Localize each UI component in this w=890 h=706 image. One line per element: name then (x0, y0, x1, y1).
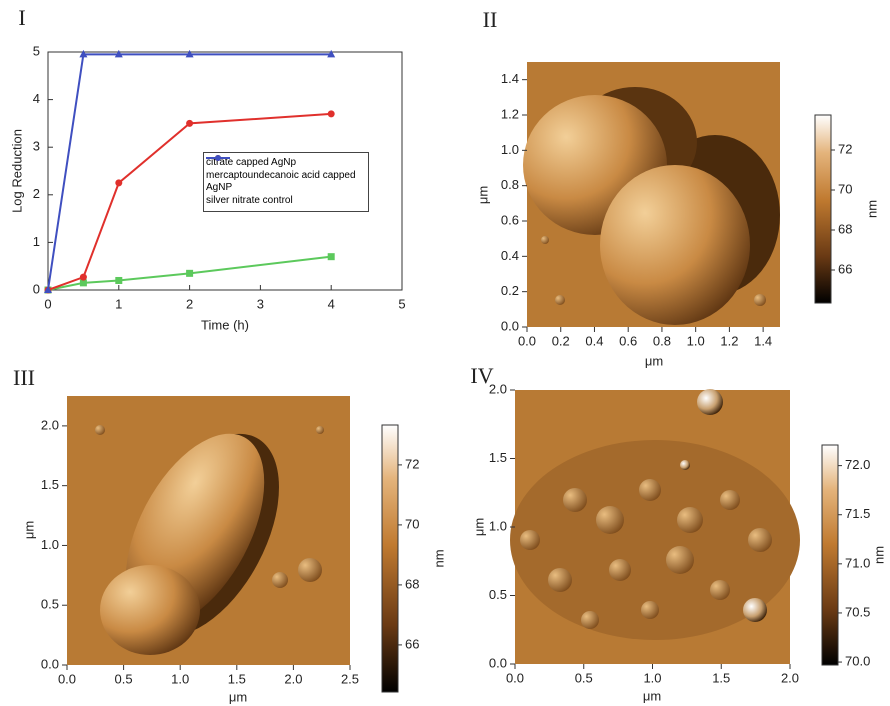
colorbar-tick-label: 72 (405, 456, 419, 471)
colorbar-tick-label: 70.0 (845, 653, 870, 668)
y-tick-label: 1.0 (489, 518, 507, 533)
x-axis-label: μm (645, 353, 663, 368)
x-tick-label: 1.5 (228, 671, 246, 686)
panel-label: I (18, 5, 25, 30)
x-tick-label: 0.0 (58, 671, 76, 686)
y-tick-label: 0.2 (501, 283, 519, 298)
point (186, 270, 193, 277)
y-tick-label: 1.0 (41, 537, 59, 552)
x-axis-label: μm (229, 689, 247, 704)
y-tick-label: 0.5 (41, 597, 59, 612)
x-tick-label: 4 (328, 296, 335, 311)
legend-entry: silver nitrate control (206, 195, 366, 207)
x-tick-label: 0.0 (506, 670, 524, 685)
y-tick-label: 1.4 (501, 71, 519, 86)
y-tick-label: 0.6 (501, 212, 519, 227)
y-axis-label: μm (475, 186, 490, 204)
point (115, 277, 122, 284)
legend-swatch (204, 153, 232, 163)
colorbar-tick-label: 70 (838, 181, 852, 196)
x-tick-label: 1.5 (712, 670, 730, 685)
x-tick-label: 0.6 (619, 333, 637, 348)
point (115, 179, 122, 186)
x-tick-label: 5 (398, 296, 405, 311)
y-tick-label: 3 (33, 139, 40, 154)
x-tick-label: 2.0 (781, 670, 799, 685)
colorbar (382, 425, 398, 692)
y-tick-label: 1.5 (41, 477, 59, 492)
colorbar-tick-label: 70.5 (845, 604, 870, 619)
y-tick-label: 0 (33, 281, 40, 296)
point (80, 274, 87, 281)
x-tick-label: 2.5 (341, 671, 359, 686)
x-tick-label: 0.2 (552, 333, 570, 348)
point (328, 110, 335, 117)
y-tick-label: 5 (33, 43, 40, 58)
afm-image-ii (523, 62, 780, 327)
y-tick-label: 0.0 (41, 656, 59, 671)
x-tick-label: 1.0 (687, 333, 705, 348)
colorbar-tick-label: 68 (405, 576, 419, 591)
afm-image-iv (510, 389, 800, 664)
x-tick-label: 0.5 (575, 670, 593, 685)
colorbar-tick-label: 66 (405, 636, 419, 651)
x-tick-label: 2 (186, 296, 193, 311)
y-tick-label: 1.2 (501, 106, 519, 121)
legend-label: silver nitrate control (206, 195, 366, 207)
y-axis-label: μm (471, 518, 486, 536)
x-tick-label: 0.0 (518, 333, 536, 348)
y-tick-label: 2.0 (489, 381, 507, 396)
y-tick-label: 0.0 (489, 655, 507, 670)
x-tick-label: 0.5 (115, 671, 133, 686)
colorbar-tick-label: 72.0 (845, 457, 870, 472)
colorbar-label: nm (864, 200, 879, 218)
point (328, 253, 335, 260)
y-tick-label: 2.0 (41, 417, 59, 432)
x-axis-label: μm (643, 688, 661, 703)
colorbar-label: nm (431, 549, 446, 567)
figure: I Time (h) Log Reduction 0 1 2 3 4 5 0 1 2 3 4 5 II μm μm… (0, 0, 890, 706)
y-tick-label: 1 (33, 234, 40, 249)
colorbar-tick-label: 72 (838, 141, 852, 156)
y-tick-label: 2 (33, 186, 40, 201)
y-axis-label: μm (21, 521, 36, 539)
y-tick-label: 0.4 (501, 248, 519, 263)
x-tick-label: 1 (115, 296, 122, 311)
legend-label: mercaptoundecanoic acid capped AgNP (206, 170, 366, 194)
x-tick-label: 2.0 (284, 671, 302, 686)
colorbar-tick-label: 66 (838, 261, 852, 276)
colorbar-tick-label: 71.0 (845, 555, 870, 570)
page: I Time (h) Log Reduction 0 1 2 3 4 5 0 1 2 3 4 5 II μm μm… (0, 0, 890, 706)
colorbar (815, 115, 831, 303)
colorbar (822, 445, 838, 665)
x-tick-label: 1.0 (171, 671, 189, 686)
x-tick-label: 0 (44, 296, 51, 311)
y-tick-label: 1.0 (501, 142, 519, 157)
y-tick-label: 1.5 (489, 450, 507, 465)
x-axis-label: Time (h) (201, 317, 249, 332)
colorbar-tick-label: 68 (838, 221, 852, 236)
afm-image-iii (67, 396, 350, 665)
x-tick-label: 1.0 (643, 670, 661, 685)
x-tick-label: 0.8 (653, 333, 671, 348)
legend-entry: mercaptoundecanoic acid capped AgNP (206, 170, 366, 194)
x-tick-label: 1.2 (720, 333, 738, 348)
y-tick-label: 0.0 (501, 318, 519, 333)
y-tick-label: 0.8 (501, 177, 519, 192)
x-tick-label: 1.4 (754, 333, 772, 348)
y-tick-label: 0.5 (489, 587, 507, 602)
x-tick-label: 3 (257, 296, 264, 311)
colorbar-tick-label: 70 (405, 516, 419, 531)
panel-label: II (483, 7, 498, 32)
colorbar-tick-label: 71.5 (845, 506, 870, 521)
x-tick-label: 0.4 (585, 333, 603, 348)
point (186, 120, 193, 127)
y-axis-label: Log Reduction (9, 129, 24, 213)
colorbar-label: nm (871, 546, 886, 564)
panel-label: III (13, 365, 35, 390)
y-tick-label: 4 (33, 91, 40, 106)
